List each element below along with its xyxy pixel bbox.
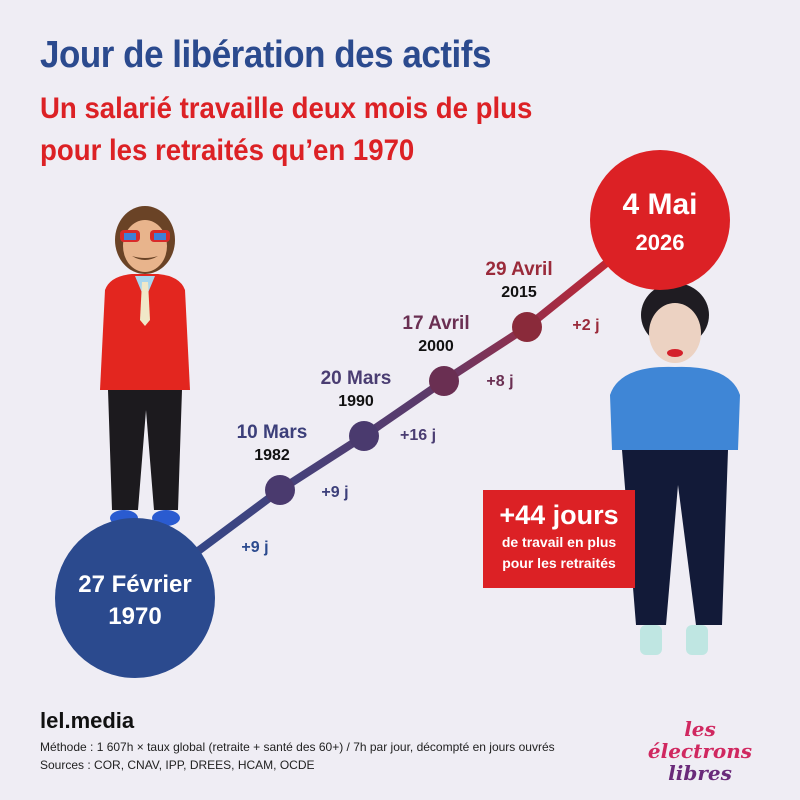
point-date-2000: 17 Avril [402,313,469,334]
logo-line-1: les électrons [647,717,753,763]
subtitle-line-2: pour les retraités qu’en 1970 [40,134,415,167]
delta-label-2015: +8 j [486,373,513,390]
timeline-point-2026 [590,150,730,290]
timeline-point-1990 [349,421,379,451]
point-year-2000: 2000 [418,338,454,355]
timeline-point-2015 [512,312,542,342]
delta-label-1982: +9 j [241,539,268,556]
delta-label-1990: +9 j [321,484,348,501]
point-year-1990: 1990 [338,393,374,410]
timeline-point-1982 [265,475,295,505]
extra-days-callout: +44 jours de travail en plus pour les re… [483,490,635,588]
point-year-1970: 1970 [108,603,161,630]
delta-label-2000: +16 j [400,427,436,444]
brand-name: lel.media [40,708,135,733]
page-title: Jour de libération des actifs [40,34,491,76]
callout-big: +44 jours [499,500,619,530]
timeline-point-1970 [55,518,215,678]
point-date-1982: 10 Mars [237,422,308,443]
point-year-2026: 2026 [636,230,685,255]
delta-label-2026: +2 j [572,317,599,334]
point-date-2015: 29 Avril [485,259,552,280]
woman-2026-illustration [610,283,740,655]
timeline-line [132,216,663,602]
callout-line-2: pour les retraités [502,555,616,571]
sources-note: Sources : COR, CNAV, IPP, DREES, HCAM, O… [40,758,315,772]
callout-line-1: de travail en plus [501,534,617,550]
point-date-1970: 27 Février [78,571,191,598]
subtitle-line-1: Un salarié travaille deux mois de plus [40,92,533,125]
point-date-2026: 4 Mai [622,188,697,221]
point-year-1982: 1982 [254,447,290,464]
logo-line-2: libres [668,761,732,785]
timeline-point-2000 [429,366,459,396]
method-note: Méthode : 1 607h × taux global (retraite… [40,740,555,754]
point-date-1990: 20 Mars [321,368,392,389]
point-year-2015: 2015 [501,284,537,301]
les-electrons-libres-logo: les électrons libres [640,718,760,784]
